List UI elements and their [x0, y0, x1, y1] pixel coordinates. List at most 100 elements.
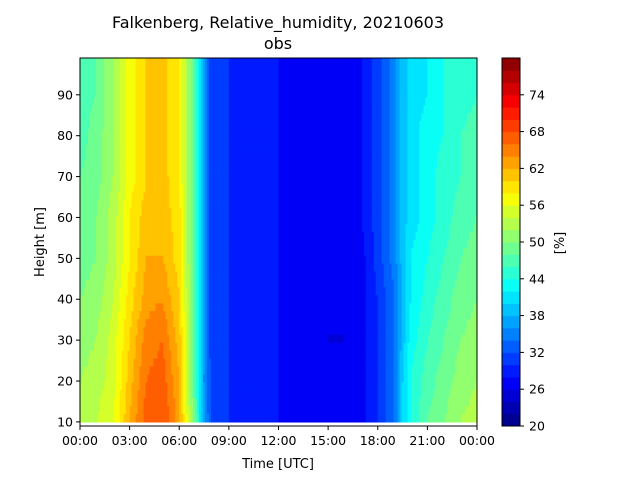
heatmap-cell	[85, 176, 89, 186]
heatmap-cell	[455, 73, 458, 83]
heatmap-cell	[427, 239, 430, 249]
heatmap-cell	[365, 168, 369, 178]
heatmap-cell	[393, 58, 397, 67]
heatmap-cell	[361, 105, 365, 114]
heatmap-cell	[230, 145, 234, 154]
heatmap-cell	[308, 208, 311, 217]
heatmap-cell	[377, 81, 381, 91]
heatmap-cell	[363, 232, 367, 241]
heatmap-cell	[377, 200, 381, 209]
heatmap-cell	[149, 192, 153, 201]
heatmap-cell	[395, 168, 399, 178]
heatmap-cell	[310, 184, 313, 194]
heatmap-cell	[220, 137, 224, 146]
heatmap-cell	[85, 81, 89, 91]
heatmap-cell	[455, 121, 458, 130]
heatmap-cell	[334, 105, 337, 114]
heatmap-cell	[357, 113, 361, 122]
heatmap-cell	[290, 152, 293, 162]
heatmap-cell	[338, 65, 341, 75]
heatmap-cell	[135, 224, 139, 233]
heatmap-cell	[216, 247, 220, 257]
heatmap-cell	[457, 168, 460, 178]
heatmap-cell	[171, 97, 174, 107]
heatmap-cell	[246, 145, 250, 154]
heatmap-cell	[119, 160, 123, 170]
heatmap-cell	[183, 224, 186, 233]
heatmap-cell	[87, 208, 91, 217]
heatmap-cell	[461, 247, 464, 257]
heatmap-cell	[238, 176, 242, 186]
heatmap-cell	[171, 105, 174, 114]
heatmap-cell	[169, 145, 172, 154]
heatmap-cell	[447, 97, 450, 107]
heatmap-cell	[129, 89, 133, 99]
heatmap-cell	[197, 152, 200, 162]
heatmap-cell	[338, 239, 341, 249]
heatmap-cell	[143, 129, 147, 138]
heatmap-cell	[187, 97, 190, 107]
heatmap-cell	[139, 105, 143, 114]
heatmap-cell	[282, 200, 286, 209]
heatmap-cell	[220, 239, 224, 249]
heatmap-cell	[421, 97, 424, 107]
heatmap-cell	[222, 113, 226, 122]
heatmap-cell	[336, 239, 339, 249]
heatmap-cell	[244, 97, 248, 107]
heatmap-cell	[193, 224, 196, 233]
heatmap-cell	[463, 65, 466, 75]
heatmap-cell	[201, 81, 204, 91]
heatmap-cell	[455, 216, 458, 225]
heatmap-cell	[254, 208, 258, 217]
heatmap-cell	[115, 105, 119, 114]
heatmap-cell	[391, 97, 395, 107]
heatmap-cell	[193, 89, 196, 99]
heatmap-cell	[115, 58, 119, 67]
heatmap-cell	[268, 247, 272, 257]
heatmap-cell	[294, 65, 297, 75]
heatmap-cell	[332, 113, 335, 122]
heatmap-cell	[288, 176, 292, 186]
heatmap-cell	[373, 137, 377, 146]
heatmap-cell	[441, 176, 444, 186]
heatmap-cell	[226, 232, 230, 241]
heatmap-cell	[441, 89, 444, 99]
heatmap-cell	[375, 137, 379, 146]
heatmap-cell	[187, 73, 190, 83]
heatmap-cell	[322, 137, 325, 146]
heatmap-cell	[403, 176, 407, 186]
heatmap-cell	[445, 247, 448, 257]
heatmap-cell	[320, 65, 323, 75]
heatmap-cell	[242, 184, 246, 194]
heatmap-cell	[181, 232, 184, 241]
heatmap-cell	[133, 105, 137, 114]
heatmap-cell	[449, 168, 452, 178]
heatmap-cell	[417, 58, 421, 67]
heatmap-cell	[302, 58, 305, 67]
heatmap-cell	[393, 176, 397, 186]
heatmap-cell	[119, 192, 123, 201]
heatmap-cell	[268, 97, 272, 107]
heatmap-cell	[395, 160, 399, 170]
heatmap-cell	[97, 81, 101, 91]
heatmap-cell	[197, 105, 200, 114]
heatmap-cell	[328, 247, 331, 257]
heatmap-cell	[457, 145, 460, 154]
heatmap-cell	[189, 247, 192, 257]
heatmap-cell	[461, 129, 464, 138]
heatmap-cell	[284, 208, 288, 217]
heatmap-cell	[242, 97, 246, 107]
heatmap-cell	[109, 121, 113, 130]
heatmap-cell	[207, 137, 210, 146]
heatmap-cell	[157, 239, 160, 249]
heatmap-cell	[355, 105, 359, 114]
heatmap-cell	[183, 58, 186, 67]
heatmap-cell	[264, 160, 268, 170]
heatmap-cell	[419, 239, 423, 249]
heatmap-cell	[351, 208, 355, 217]
heatmap-cell	[199, 176, 202, 186]
heatmap-cell	[300, 129, 303, 138]
heatmap-cell	[207, 176, 210, 186]
heatmap-cell	[328, 224, 331, 233]
heatmap-cell	[437, 247, 440, 257]
